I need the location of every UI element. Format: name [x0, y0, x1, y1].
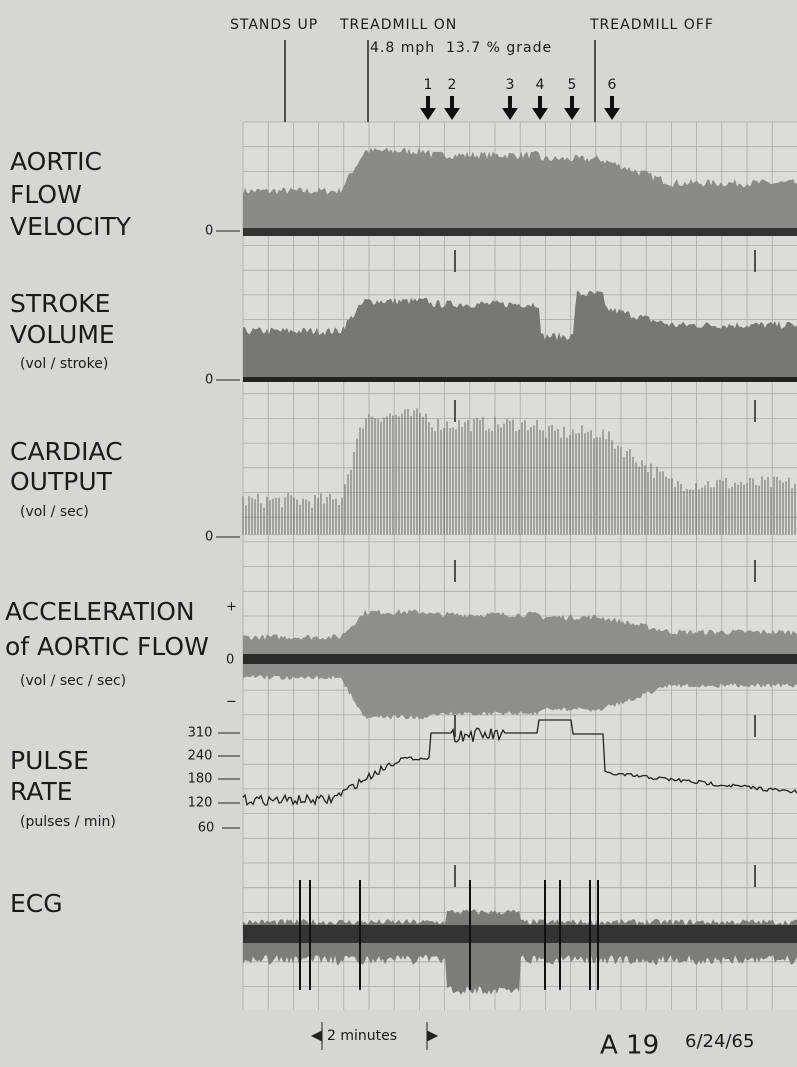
channel-label: ACCELERATION — [5, 597, 195, 626]
zero-label: 0 — [226, 653, 234, 668]
channel-unit: (vol / stroke) — [20, 356, 108, 372]
pulse-tick: 180 — [188, 772, 213, 787]
recording: STANDS UP TREADMILL ON TREADMILL OFF 4.8… — [0, 0, 797, 1067]
marker-label: 3 — [506, 77, 515, 93]
channel-label: AORTIC — [10, 147, 102, 176]
pulse-tick: 310 — [188, 726, 213, 741]
channel-label: of AORTIC FLOW — [5, 632, 209, 661]
pulse-tick: 60 — [198, 821, 215, 836]
zero-label: 0 — [205, 530, 213, 545]
trace-baseline — [243, 377, 797, 382]
trace-baseline — [243, 228, 797, 236]
marker-label: 2 — [448, 77, 457, 93]
channel-label: STROKE — [10, 289, 110, 318]
trace-baseline — [243, 654, 797, 664]
channel-unit: (pulses / min) — [20, 814, 116, 830]
channel-unit: (vol / sec) — [20, 504, 89, 520]
event-label: STANDS UP — [230, 17, 318, 33]
channel-unit: (vol / sec / sec) — [20, 673, 126, 689]
channel-label: VELOCITY — [10, 212, 132, 241]
event-label: TREADMILL OFF — [589, 17, 714, 33]
minus-label: − — [226, 695, 237, 710]
record-id: A 19 — [600, 1031, 659, 1061]
event-label: TREADMILL ON — [339, 17, 457, 33]
channel-label: RATE — [10, 777, 73, 806]
ecg-core — [243, 925, 797, 943]
zero-label: 0 — [205, 224, 213, 239]
channel-label: FLOW — [10, 180, 82, 209]
marker-label: 4 — [536, 77, 545, 93]
channel-label: CARDIAC — [10, 437, 123, 466]
record-date: 6/24/65 — [685, 1031, 754, 1052]
zero-label: 0 — [205, 373, 213, 388]
marker-label: 1 — [424, 77, 433, 93]
pulse-tick: 240 — [188, 749, 213, 764]
channel-label: PULSE — [10, 746, 89, 775]
marker-label: 6 — [608, 77, 617, 93]
marker-label: 5 — [568, 77, 577, 93]
channel-label: ECG — [10, 889, 63, 918]
treadmill-setting: 4.8 mph 13.7 % grade — [370, 40, 552, 56]
channel-label: VOLUME — [10, 320, 115, 349]
page: {"header":{"events":["STANDS UP","TREADM… — [0, 0, 797, 1067]
plus-label: + — [226, 600, 237, 615]
channel-label: OUTPUT — [10, 467, 113, 496]
pulse-tick: 120 — [188, 796, 213, 811]
body: STANDS UP TREADMILL ON TREADMILL OFF 4.8… — [0, 0, 797, 1067]
time-scale-label: 2 minutes — [327, 1028, 397, 1044]
